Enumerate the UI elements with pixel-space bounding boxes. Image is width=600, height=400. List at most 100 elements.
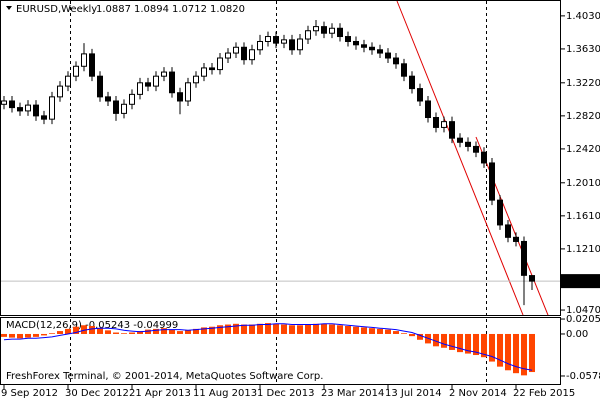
candle-body	[449, 121, 455, 139]
x-tick-label: 23 Mar 2014	[321, 388, 384, 399]
candle-body	[249, 49, 255, 61]
macd-bar	[177, 331, 183, 334]
candle-body	[25, 104, 31, 112]
candle-body	[529, 275, 535, 282]
candle-body	[433, 117, 439, 128]
candle-body	[137, 82, 143, 95]
macd-bar	[201, 327, 207, 334]
y-tick-label: 1.3630	[566, 44, 600, 55]
y-tick-label: 0.02057	[566, 314, 600, 325]
candle-body	[81, 53, 87, 67]
y-tick-label: 1.0470	[566, 305, 600, 316]
candle-body	[521, 240, 527, 276]
macd-bar	[497, 333, 503, 367]
macd-bar	[9, 333, 15, 338]
macd-bar	[377, 328, 383, 334]
macd-bar	[33, 333, 39, 337]
candle-body	[497, 199, 503, 226]
symbol-title: EURUSD,Weekly	[16, 4, 97, 15]
macd-bar	[217, 325, 223, 334]
candle-body	[273, 36, 279, 44]
macd-bar	[513, 333, 519, 374]
candle-body	[401, 63, 407, 77]
macd-bar	[41, 333, 47, 336]
x-tick-label: 21 Apr 2013	[129, 388, 191, 399]
macd-bar	[57, 331, 63, 334]
macd-bar	[329, 324, 335, 334]
period-separators	[70, 1, 487, 384]
candle-body	[481, 151, 487, 164]
candle-body	[17, 107, 23, 112]
macd-bar	[321, 323, 327, 334]
x-tick-label: 30 Dec 2012	[65, 388, 129, 399]
macd-bar	[521, 333, 527, 376]
macd-bar	[121, 333, 127, 334]
macd-bar	[489, 333, 495, 362]
ohlc-high: 1.0894	[134, 4, 169, 15]
macd-bar	[249, 324, 255, 334]
candle-body	[49, 96, 55, 120]
macd-bar	[353, 326, 359, 334]
candle-body	[417, 88, 423, 102]
macd-bar	[17, 333, 23, 339]
macd-bar	[265, 323, 271, 334]
macd-bar	[169, 329, 175, 334]
y-tick-label: 0.00	[566, 329, 588, 340]
macd-bar	[313, 323, 319, 334]
candle-body	[441, 121, 447, 128]
macd-bar	[105, 330, 111, 334]
candle-body	[113, 100, 119, 114]
macd-bar	[209, 326, 215, 334]
candle-body	[177, 92, 183, 102]
candle-body	[329, 27, 335, 34]
candle-body	[57, 85, 63, 98]
macd-bar	[225, 324, 231, 334]
y-tick-label: 1.1610	[566, 211, 600, 222]
x-tick-label: 11 Aug 2013	[193, 388, 257, 399]
candle-body	[209, 67, 215, 71]
candle-body	[225, 52, 231, 59]
y-tick-label: 1.2010	[566, 178, 600, 189]
candle-body	[369, 46, 375, 51]
macd-bar	[361, 327, 367, 334]
candle-body	[121, 103, 127, 114]
macd-title: MACD(12,26,9) -0.05243 -0.04999	[6, 320, 178, 331]
macd-bar	[25, 333, 31, 338]
macd-bar	[185, 330, 191, 334]
x-tick-label: 1 Dec 2013	[257, 388, 315, 399]
ohlc-open: 1.0887	[96, 4, 131, 15]
candle-body	[377, 49, 383, 54]
candle-body	[41, 115, 47, 120]
y-tick-label: 1.4030	[566, 11, 600, 22]
signal-line	[3, 323, 533, 371]
price-marker-box	[561, 274, 600, 289]
ohlc-low: 1.0712	[172, 4, 207, 15]
trend-line	[396, 0, 524, 316]
macd-bar	[369, 328, 375, 334]
macd-bar	[393, 331, 399, 334]
macd-bar	[529, 333, 535, 373]
candle-body	[129, 93, 135, 105]
x-tick-label: 9 Sep 2012	[1, 388, 58, 399]
candle-body	[297, 38, 303, 51]
price-marker-label: 1.0820	[566, 276, 600, 287]
x-tick-label: 22 Feb 2015	[513, 388, 575, 399]
x-tick-label: 13 Jul 2014	[385, 388, 442, 399]
candle-body	[361, 44, 367, 48]
candle-body	[1, 100, 7, 105]
macd-bar	[449, 333, 455, 350]
candle-body	[313, 26, 319, 32]
candle-body	[281, 39, 287, 44]
macd-bar	[337, 325, 343, 334]
candle-body	[9, 100, 15, 109]
macd-bar	[465, 333, 471, 354]
candle-body	[153, 75, 159, 87]
macd-bar	[505, 333, 511, 371]
candle-body	[289, 39, 295, 51]
macd-bar	[401, 333, 407, 334]
menu-arrow[interactable]	[6, 6, 12, 10]
candle-body	[505, 224, 511, 238]
candle-body	[337, 27, 343, 38]
macd-bar	[1, 333, 7, 337]
